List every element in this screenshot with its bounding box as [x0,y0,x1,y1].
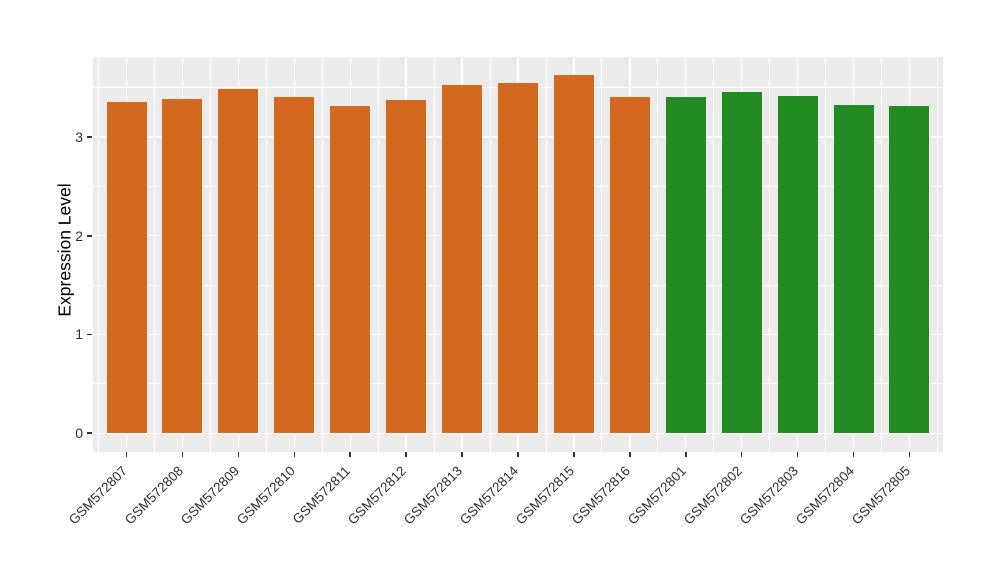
x-tick-label: GSM572807 [65,463,130,528]
bar [330,106,371,434]
bar [274,97,315,434]
x-tick-label: GSM572810 [233,463,298,528]
x-axis-tick [796,452,799,457]
y-tick-label: 1 [75,326,83,343]
x-minor-gridline [98,57,99,452]
x-minor-gridline [769,57,771,452]
bar [162,99,203,434]
bar [106,102,147,434]
bar [721,91,762,434]
x-axis-tick [125,452,128,457]
x-axis-tick [461,452,463,457]
x-minor-gridline [937,57,938,452]
x-axis-tick [405,452,407,457]
bar [386,100,427,434]
x-minor-gridline [489,57,491,452]
x-tick-label: GSM572805 [848,463,913,528]
x-minor-gridline [154,57,155,452]
x-axis-tick [237,452,240,457]
bar [889,106,930,434]
x-axis-tick [740,452,743,457]
x-minor-gridline [321,57,323,452]
y-axis-tick [87,432,92,435]
x-tick-label: GSM572812 [345,463,410,528]
x-minor-gridline [545,57,547,452]
x-axis-tick [181,452,184,457]
bar [553,74,594,434]
x-minor-gridline [601,57,603,452]
bar [218,88,259,434]
x-axis-tick [908,452,911,457]
x-axis-tick [349,452,352,457]
x-axis-tick [517,452,519,457]
x-tick-label: GSM572814 [457,463,522,528]
y-axis-tick [87,333,92,336]
x-tick-label: GSM572802 [680,463,745,528]
y-axis-tick [87,136,92,138]
x-tick-label: GSM572808 [121,463,186,528]
y-tick-label: 2 [75,227,83,244]
x-tick-label: GSM572809 [177,463,242,528]
x-tick-label: GSM572803 [736,463,801,528]
x-tick-label: GSM572813 [401,463,466,528]
bar [442,84,483,434]
x-tick-label: GSM572815 [513,463,578,528]
x-axis-tick [629,452,631,457]
x-minor-gridline [657,57,659,452]
x-tick-label: GSM572811 [290,463,354,527]
x-minor-gridline [825,57,826,452]
x-tick-label: GSM572804 [792,463,857,528]
x-minor-gridline [713,57,715,452]
x-axis-tick [293,452,296,457]
x-axis-tick [573,452,575,457]
x-minor-gridline [377,57,379,452]
x-axis-tick [852,452,855,457]
x-minor-gridline [210,57,211,452]
y-axis-title: Expression Level [54,183,75,317]
y-axis-tick [87,234,92,237]
y-tick-label: 3 [75,128,83,145]
bar [609,96,650,434]
bar [665,97,706,434]
x-tick-label: GSM572801 [624,463,690,528]
x-tick-label: GSM572816 [568,463,634,528]
y-tick-label: 0 [75,425,83,442]
x-minor-gridline [881,57,882,452]
plot-panel [93,57,943,452]
x-axis-tick [684,452,687,457]
x-minor-gridline [433,57,435,452]
bar [498,82,538,434]
bar [777,95,818,434]
bar [833,105,874,434]
x-minor-gridline [265,57,267,452]
